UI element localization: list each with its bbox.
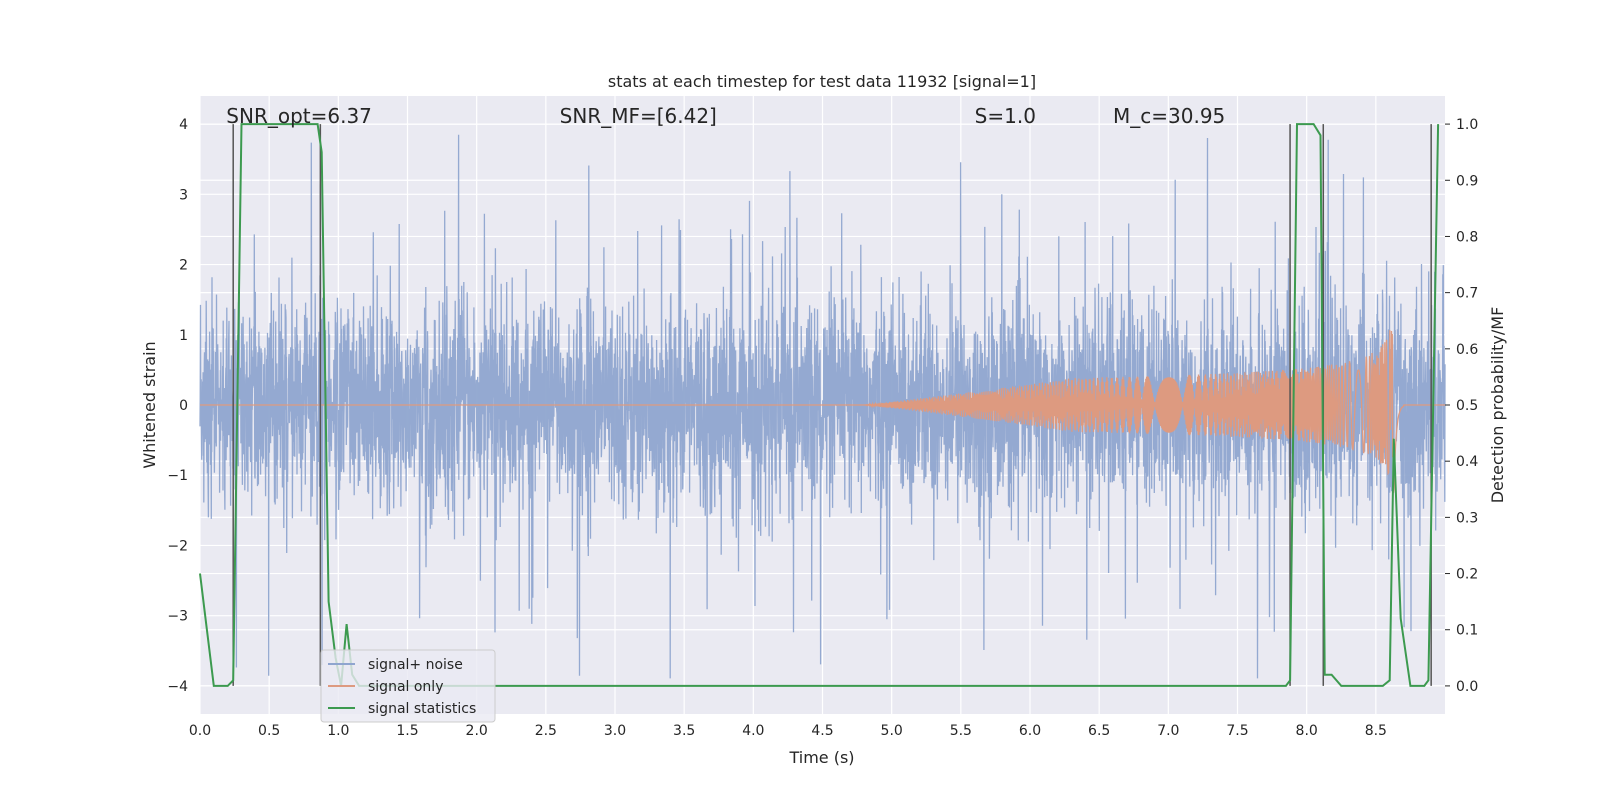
signal-only-series [200,330,1445,493]
x-tick-label: 8.5 [1365,723,1387,739]
y-axis-label-right: Detection probability/MF [1488,307,1507,504]
legend-box [320,649,496,723]
x-tick-label: 0.0 [189,723,211,739]
y-right-tick-label: 0.8 [1456,229,1478,245]
y-axis-label-left: Whitened strain [140,341,159,468]
x-tick-label: 3.0 [604,723,626,739]
tick-labels: 0.0 0.5 1.0 1.5 2.0 2.5 3.0 3.5 4.0 4.5 5.0 5.5 6.0 6… [167,117,1478,739]
legend: signal+ noise signal only signal statist… [320,649,496,723]
series-line-signal-noise [199,134,1446,679]
x-tick-label: 0.5 [258,723,280,739]
x-tick-label: 1.0 [327,723,349,739]
y-right-tick-label: 0.9 [1456,173,1478,189]
x-tick-label: 5.0 [881,723,903,739]
x-tick-label: 2.0 [466,723,488,739]
y-left-tick-label: 3 [179,187,188,203]
y-left-tick-label: −2 [167,538,188,554]
series-line-signal-only [200,330,1445,493]
y-right-tick-label: 0.4 [1456,454,1478,470]
series-line-signal-statistics [199,123,1440,687]
chart-title: stats at each timestep for test data 119… [608,72,1036,91]
annotation-snr-mf: SNR_MF=[6.42] [560,104,717,128]
y-left-tick-label: 4 [179,117,188,133]
noise-series [199,134,1446,679]
y-right-tick-label: 0.1 [1456,623,1478,639]
y-right-tick-label: 0.7 [1456,286,1478,302]
x-tick-label: 6.5 [1088,723,1110,739]
legend-label-signal-only: signal only [368,679,443,695]
x-axis-label: Time (s) [788,748,854,767]
legend-label-signal-statistics: signal statistics [368,701,476,717]
x-tick-label: 6.0 [1019,723,1041,739]
annotation-s-value: S=1.0 [975,104,1036,128]
y-right-tick-label: 0.2 [1456,567,1478,583]
y-right-tick-label: 0.5 [1456,398,1478,414]
y-left-tick-label: 2 [179,258,188,274]
y-right-tick-label: 0.6 [1456,342,1478,358]
y-left-tick-label: −1 [167,468,188,484]
annotations: SNR_opt=6.37 SNR_MF=[6.42] S=1.0 M_c=30.95 [226,104,1225,128]
y-right-tick-label: 0.3 [1456,510,1478,526]
x-tick-label: 8.0 [1296,723,1318,739]
y-right-tick-label: 1.0 [1456,117,1478,133]
x-tick-label: 4.5 [811,723,833,739]
x-tick-label: 3.5 [673,723,695,739]
y-left-tick-label: −3 [167,609,188,625]
annotation-snr-opt: SNR_opt=6.37 [226,104,372,128]
x-tick-label: 5.5 [950,723,972,739]
signal-statistics-series [199,123,1440,687]
x-tick-label: 7.5 [1226,723,1248,739]
y-left-tick-label: 0 [179,398,188,414]
x-tick-label: 4.0 [742,723,764,739]
y-left-tick-label: −4 [167,679,188,695]
x-tick-label: 1.5 [396,723,418,739]
y-left-tick-label: 1 [179,328,188,344]
y-right-tick-label: 0.0 [1456,679,1478,695]
legend-label-signal-noise: signal+ noise [368,657,463,673]
x-tick-label: 2.5 [535,723,557,739]
annotation-mc-value: M_c=30.95 [1113,104,1225,128]
x-tick-label: 7.0 [1157,723,1179,739]
